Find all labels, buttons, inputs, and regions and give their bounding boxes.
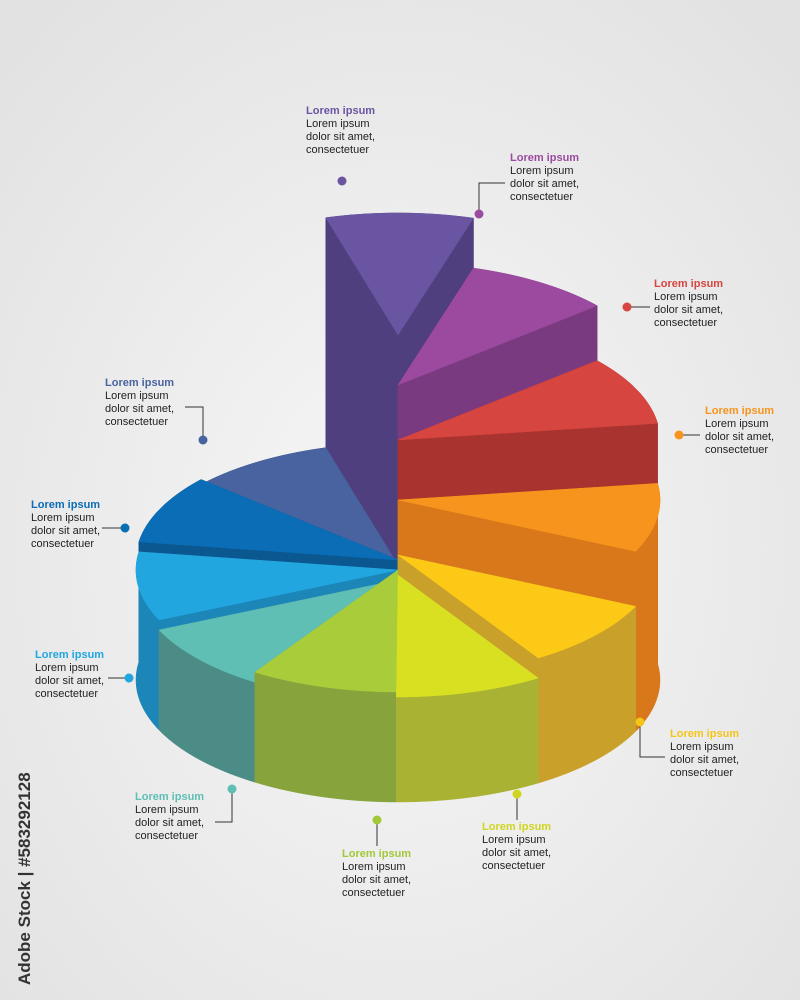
callout-text: Lorem ipsum [670,741,734,753]
callout-text: dolor sit amet, [482,847,551,859]
leader-line [185,406,204,440]
callout-text: Lorem ipsum [135,804,199,816]
slice-top [397,267,598,386]
callout-text: consectetuer [705,444,768,456]
callout-title: Lorem ipsum [510,152,579,164]
callout-text: Lorem ipsum [342,861,406,873]
callout-text: consectetuer [306,144,369,156]
slice-top [254,569,399,693]
callout-dot [198,435,208,445]
callout-text: consectetuer [31,538,94,550]
pie-3d [135,212,661,803]
callout-dot [124,673,134,683]
callout-dot [635,717,645,727]
callout-dot [622,302,632,312]
callout-text: dolor sit amet, [135,817,204,829]
callout-text: Lorem ipsum [105,390,169,402]
callout-title: Lorem ipsum [105,377,174,389]
callout-title: Lorem ipsum [35,649,104,661]
callout-text: consectetuer [105,416,168,428]
callout-title: Lorem ipsum [670,728,739,740]
callout-dot [227,784,237,794]
callout-title: Lorem ipsum [306,105,375,117]
callout-text: Lorem ipsum [35,662,99,674]
callout-text: Lorem ipsum [705,418,769,430]
slice-top [135,551,399,621]
slice-top [396,574,539,698]
callout-text: dolor sit amet, [105,403,174,415]
watermark: Adobe Stock | #583292128 [15,772,34,985]
callout-text: consectetuer [670,767,733,779]
callout-dot [512,789,522,799]
callout-text: Lorem ipsum [306,118,370,130]
slice-top [397,483,661,552]
callout-text: Lorem ipsum [482,834,546,846]
callout-text: consectetuer [654,317,717,329]
callout-text: dolor sit amet, [31,525,100,537]
slice-top [325,212,474,336]
callout-text: dolor sit amet, [510,178,579,190]
slice-top [138,479,399,561]
callout-dot [120,523,130,533]
leader-line [478,182,505,214]
callout-title: Lorem ipsum [705,405,774,417]
callout-text: Lorem ipsum [31,512,95,524]
callout-text: dolor sit amet, [670,754,739,766]
leader-line [215,789,233,823]
callout-text: dolor sit amet, [705,431,774,443]
slice-top [397,554,637,659]
callout-text: consectetuer [342,887,405,899]
callout-text: consectetuer [510,191,573,203]
callout-title: Lorem ipsum [342,848,411,860]
callout-title: Lorem ipsum [654,278,723,290]
callout-dot [337,176,347,186]
slice-top [158,579,399,683]
callout-title: Lorem ipsum [31,499,100,511]
callout-text: Lorem ipsum [510,165,574,177]
callout-text: dolor sit amet, [654,304,723,316]
callout-text: consectetuer [135,830,198,842]
callout-title: Lorem ipsum [482,821,551,833]
leader-line [639,722,665,758]
callout-dot [674,430,684,440]
callout-text: consectetuer [482,860,545,872]
callout-dot [474,209,484,219]
callout-text: dolor sit amet, [35,675,104,687]
callout-title: Lorem ipsum [135,791,204,803]
callout-text: Lorem ipsum [654,291,718,303]
callout-text: dolor sit amet, [342,874,411,886]
slice-top [200,447,399,566]
callout-text: consectetuer [35,688,98,700]
callout-text: dolor sit amet, [306,131,375,143]
slice-top [397,360,658,441]
callout-dot [372,815,382,825]
